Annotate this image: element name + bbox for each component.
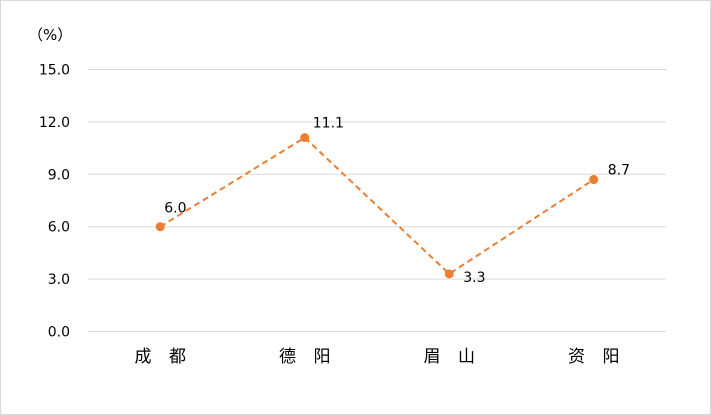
y-tick-label: 12.0 (39, 115, 70, 131)
data-labels: 6.0 11.1 3.3 8.7 (164, 116, 630, 286)
y-axis-ticks: 0.0 3.0 6.0 9.0 12.0 15.0 (39, 63, 70, 341)
gridlines (88, 69, 666, 332)
data-point (589, 175, 599, 185)
data-point (444, 269, 454, 279)
series-line (159, 136, 595, 276)
y-tick-label: 6.0 (48, 220, 70, 236)
data-point (300, 133, 310, 143)
data-label: 8.7 (608, 163, 630, 179)
x-category-label: 成 都 (135, 347, 192, 367)
data-label: 3.3 (463, 270, 485, 286)
data-label: 6.0 (164, 201, 186, 217)
data-label: 11.1 (313, 116, 344, 132)
y-tick-label: 0.0 (48, 325, 70, 341)
unit-label: （%） (28, 26, 72, 44)
data-points (155, 133, 599, 279)
data-point (155, 222, 165, 232)
x-category-label: 德 阳 (279, 347, 336, 367)
y-tick-label: 15.0 (39, 63, 70, 79)
y-tick-label: 3.0 (48, 272, 70, 288)
x-category-label: 眉 山 (424, 347, 481, 367)
x-axis-categories: 成 都德 阳眉 山资 阳 (135, 347, 625, 367)
y-tick-label: 9.0 (48, 167, 70, 183)
x-category-label: 资 阳 (568, 347, 625, 367)
